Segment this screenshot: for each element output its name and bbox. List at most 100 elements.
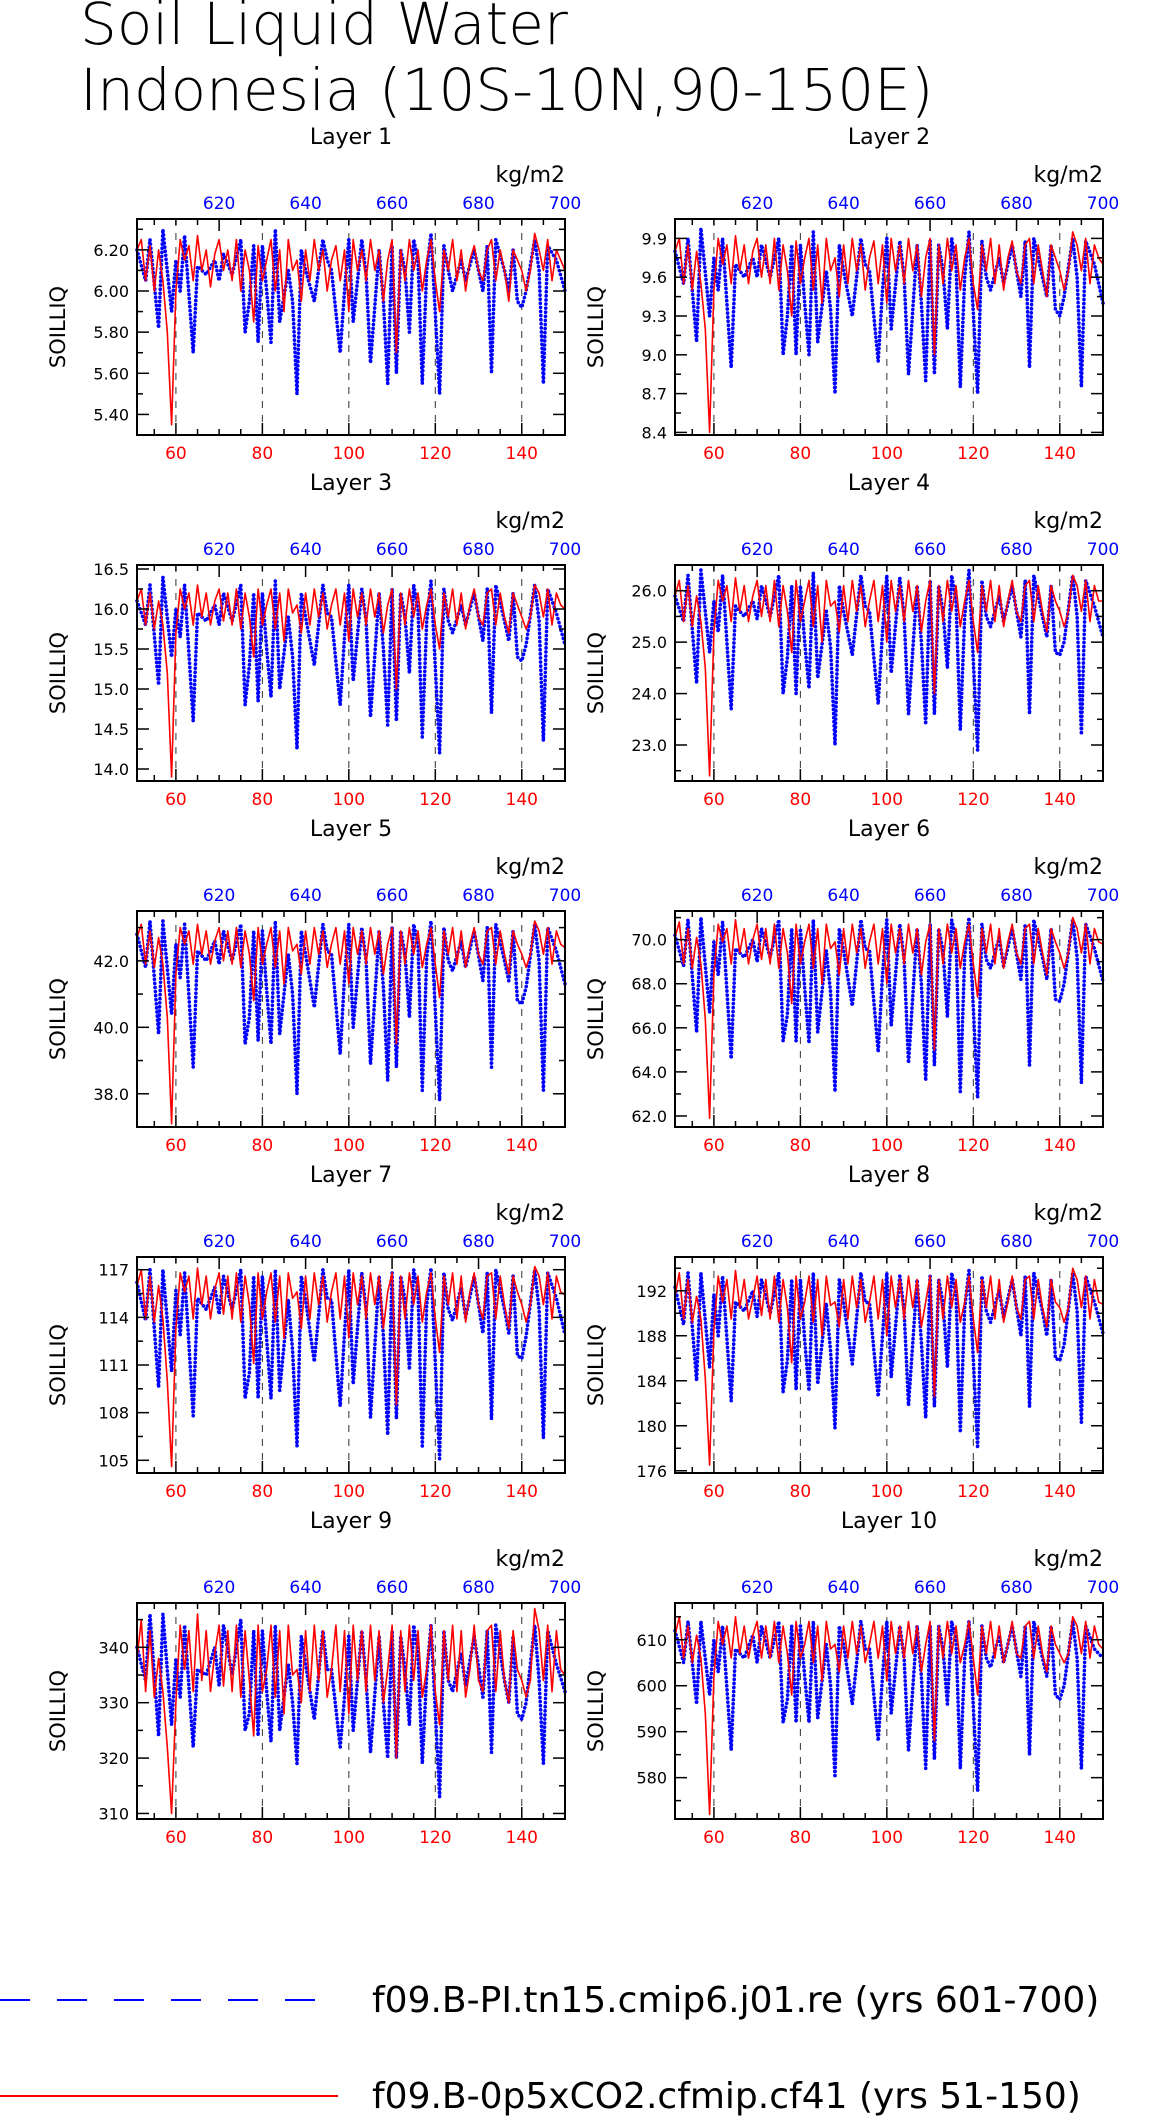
x-tick-label: 100 xyxy=(333,1482,365,1502)
panel-title: Layer 5 xyxy=(310,817,392,842)
top-tick-label: 700 xyxy=(1087,886,1119,906)
x-tick-label: 100 xyxy=(871,1136,903,1156)
series-line-red xyxy=(136,1265,566,1468)
panel-title: Layer 8 xyxy=(848,1163,930,1188)
top-axis-unit: kg/m2 xyxy=(495,855,565,880)
series-line-blue xyxy=(135,1266,567,1461)
x-tick-label: 140 xyxy=(506,1482,538,1502)
series-line-blue xyxy=(673,568,1105,752)
legend: f09.B-PI.tn15.cmip6.j01.re (yrs 601-700)… xyxy=(0,1980,1099,2117)
x-tick-label: 80 xyxy=(252,790,274,810)
y-axis-label: SOILLIQ xyxy=(584,1324,608,1406)
y-tick-label: 14.0 xyxy=(93,760,129,779)
y-tick-label: 6.20 xyxy=(93,241,129,260)
x-tick-label: 60 xyxy=(703,1136,725,1156)
top-tick-label: 640 xyxy=(827,194,859,214)
x-tick-label: 100 xyxy=(333,1136,365,1156)
y-tick-label: 16.0 xyxy=(93,600,129,619)
y-axis-label: SOILLIQ xyxy=(584,632,608,714)
x-tick-label: 80 xyxy=(790,1136,812,1156)
x-tick-label: 100 xyxy=(871,444,903,464)
x-tick-label: 140 xyxy=(506,1136,538,1156)
top-tick-label: 660 xyxy=(376,540,408,560)
panel-title: Layer 9 xyxy=(310,1509,392,1534)
legend-label-red: f09.B-0p5xCO2.cfmip.cf41 (yrs 51-150) xyxy=(372,2076,1081,2117)
y-axis-label: SOILLIQ xyxy=(46,632,70,714)
y-tick-label: 310 xyxy=(98,1804,129,1823)
y-axis-label: SOILLIQ xyxy=(46,286,70,368)
plot-frame xyxy=(136,218,566,436)
series-line-blue xyxy=(135,575,567,755)
chart-panel-6: Layer 6 kg/m2 SOILLIQ 60 80 100 120 140 620 640 66… xyxy=(584,817,1119,1156)
y-tick-label: 320 xyxy=(98,1749,129,1768)
plot-frame xyxy=(674,1602,1104,1820)
y-axis-label: SOILLIQ xyxy=(46,1324,70,1406)
top-tick-label: 620 xyxy=(203,194,235,214)
y-tick-label: 66.0 xyxy=(631,1019,667,1038)
x-tick-label: 60 xyxy=(165,1136,187,1156)
y-tick-label: 24.0 xyxy=(631,685,667,704)
plot-frame xyxy=(674,1256,1104,1474)
y-tick-label: 9.9 xyxy=(642,229,667,248)
series-line-red xyxy=(674,231,1104,434)
top-tick-label: 700 xyxy=(549,1232,581,1252)
plot-frame xyxy=(674,218,1104,436)
top-tick-label: 700 xyxy=(549,540,581,560)
panel-title: Layer 3 xyxy=(310,471,392,496)
top-tick-label: 680 xyxy=(1000,194,1032,214)
top-axis-unit: kg/m2 xyxy=(1033,509,1103,534)
top-tick-label: 660 xyxy=(914,1578,946,1598)
y-tick-label: 114 xyxy=(98,1308,129,1327)
x-tick-label: 60 xyxy=(165,1482,187,1502)
y-tick-label: 9.6 xyxy=(642,268,667,287)
figure-title-line-2: Indonesia (10S-10N,90-150E) xyxy=(80,56,933,124)
top-tick-label: 700 xyxy=(549,886,581,906)
legend-label-blue: f09.B-PI.tn15.cmip6.j01.re (yrs 601-700) xyxy=(372,1980,1099,2021)
x-tick-label: 80 xyxy=(252,1482,274,1502)
chart-panels: Layer 1 kg/m2 SOILLIQ 60 80 100 120 140 620 640 66… xyxy=(46,125,1119,1848)
panel-title: Layer 1 xyxy=(310,125,392,150)
y-tick-label: 70.0 xyxy=(631,931,667,950)
y-tick-label: 340 xyxy=(98,1638,129,1657)
x-tick-label: 120 xyxy=(419,1482,451,1502)
top-axis-unit: kg/m2 xyxy=(1033,1547,1103,1572)
series-line-blue xyxy=(673,1268,1105,1451)
y-tick-label: 42.0 xyxy=(93,952,129,971)
chart-panel-10: Layer 10 kg/m2 SOILLIQ 60 80 100 120 140 620 640 6… xyxy=(584,1509,1119,1848)
x-tick-label: 100 xyxy=(871,1482,903,1502)
top-tick-label: 620 xyxy=(203,1232,235,1252)
top-tick-label: 680 xyxy=(1000,540,1032,560)
top-tick-label: 620 xyxy=(203,886,235,906)
y-tick-label: 8.7 xyxy=(642,385,667,404)
x-tick-label: 120 xyxy=(957,1828,989,1848)
y-tick-label: 180 xyxy=(636,1417,667,1436)
y-tick-label: 5.40 xyxy=(93,405,129,424)
top-tick-label: 620 xyxy=(741,1232,773,1252)
y-tick-label: 6.00 xyxy=(93,282,129,301)
series-line-blue xyxy=(673,915,1105,1101)
top-tick-label: 660 xyxy=(914,540,946,560)
y-tick-label: 108 xyxy=(98,1404,129,1423)
y-tick-label: 117 xyxy=(98,1261,129,1280)
top-axis-unit: kg/m2 xyxy=(1033,855,1103,880)
top-tick-label: 640 xyxy=(827,1578,859,1598)
chart-panel-9: Layer 9 kg/m2 SOILLIQ 60 80 100 120 140 620 640 66… xyxy=(46,1509,581,1848)
y-tick-label: 184 xyxy=(636,1372,667,1391)
y-tick-label: 68.0 xyxy=(631,975,667,994)
y-tick-label: 580 xyxy=(636,1769,667,1788)
top-tick-label: 680 xyxy=(1000,886,1032,906)
panel-title: Layer 10 xyxy=(841,1509,937,1534)
x-tick-label: 140 xyxy=(506,444,538,464)
top-tick-label: 660 xyxy=(376,886,408,906)
series-line-red xyxy=(674,574,1103,777)
chart-panel-7: Layer 7 kg/m2 SOILLIQ 60 80 100 120 140 620 640 66… xyxy=(46,1163,581,1502)
panel-title: Layer 6 xyxy=(848,817,930,842)
x-tick-label: 140 xyxy=(506,1828,538,1848)
plot-frame xyxy=(136,564,566,782)
panel-title: Layer 4 xyxy=(848,471,930,496)
y-tick-label: 600 xyxy=(636,1677,667,1696)
top-axis-unit: kg/m2 xyxy=(1033,163,1103,188)
chart-panel-8: Layer 8 kg/m2 SOILLIQ 60 80 100 120 140 620 640 66… xyxy=(584,1163,1119,1502)
y-tick-label: 38.0 xyxy=(93,1085,129,1104)
x-tick-label: 60 xyxy=(165,444,187,464)
